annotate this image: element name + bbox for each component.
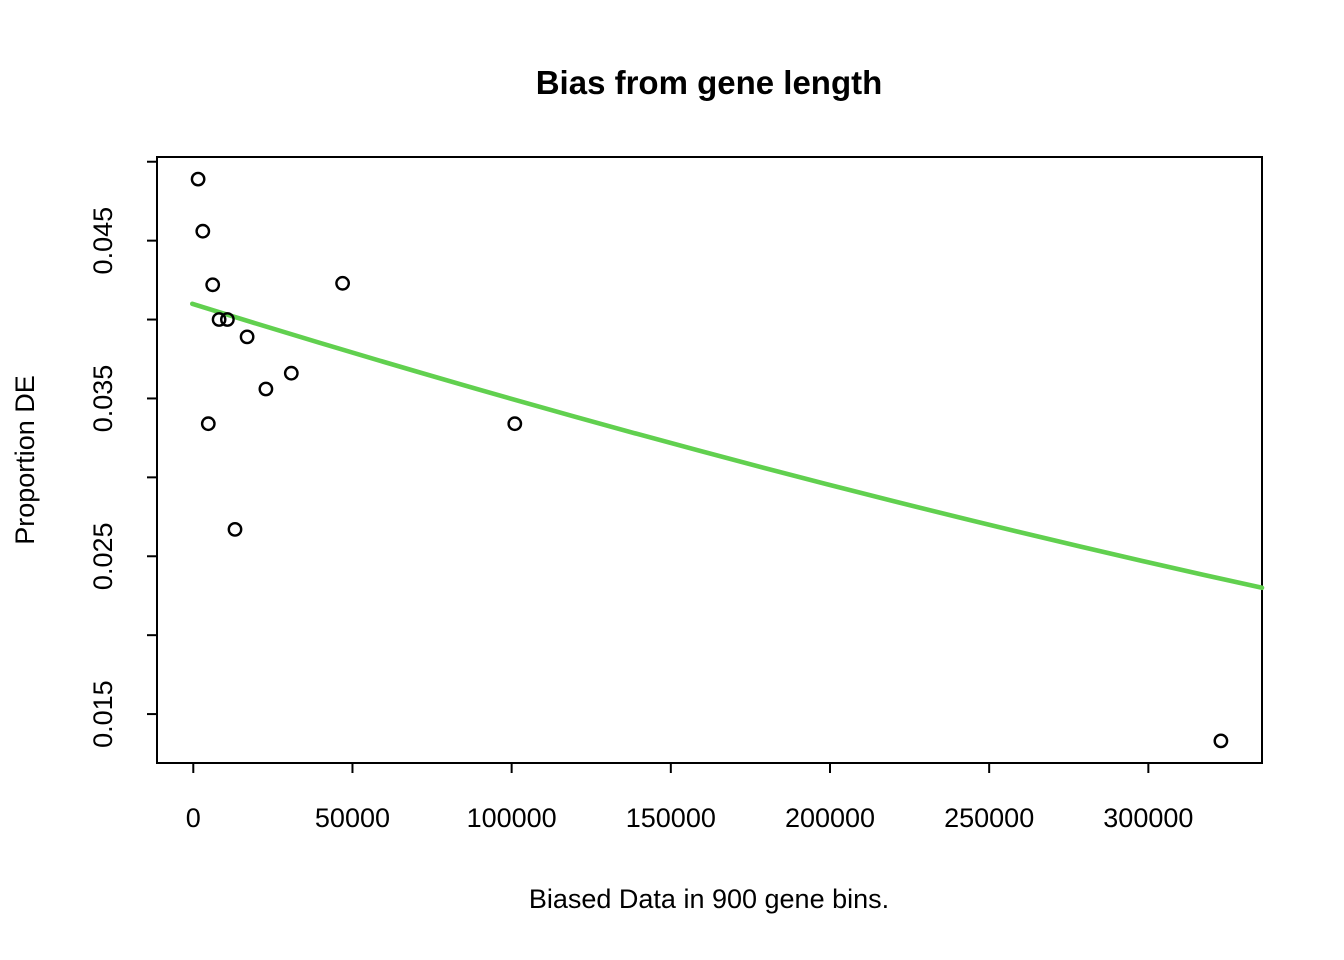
x-tick-label: 50000 [315, 803, 390, 833]
data-point [239, 329, 255, 345]
data-point [190, 171, 206, 187]
y-tick-label: 0.015 [88, 680, 118, 748]
data-point [258, 381, 274, 397]
y-axis: 0.015 0.025 0.035 0.045 [88, 160, 157, 748]
chart-title: Bias from gene length [536, 64, 883, 101]
data-point [507, 416, 523, 432]
y-tick-label: 0.035 [88, 365, 118, 433]
data-point [219, 312, 235, 327]
y-tick-label: 0.045 [88, 207, 118, 275]
x-axis-label: Biased Data in 900 gene bins. [529, 884, 889, 914]
x-tick-label: 200000 [785, 803, 875, 833]
y-axis-label: Proportion DE [10, 375, 40, 545]
data-point [205, 277, 221, 293]
data-point [200, 416, 216, 432]
x-tick-label: 300000 [1103, 803, 1193, 833]
x-tick-label: 100000 [467, 803, 557, 833]
data-point [283, 365, 299, 381]
x-tick-label: 0 [186, 803, 201, 833]
y-tick-label: 0.025 [88, 522, 118, 590]
plot-box [156, 156, 1263, 764]
fit-line [190, 301, 1265, 591]
x-tick-label: 150000 [626, 803, 716, 833]
data-point [195, 223, 211, 239]
x-axis: 0 50000 100000 150000 200000 250000 300000 [186, 763, 1193, 833]
data-point [227, 522, 243, 537]
data-point [1213, 733, 1229, 749]
data-point [211, 312, 227, 327]
data-points [190, 171, 1229, 749]
x-tick-label: 250000 [944, 803, 1034, 833]
data-point [335, 275, 350, 291]
